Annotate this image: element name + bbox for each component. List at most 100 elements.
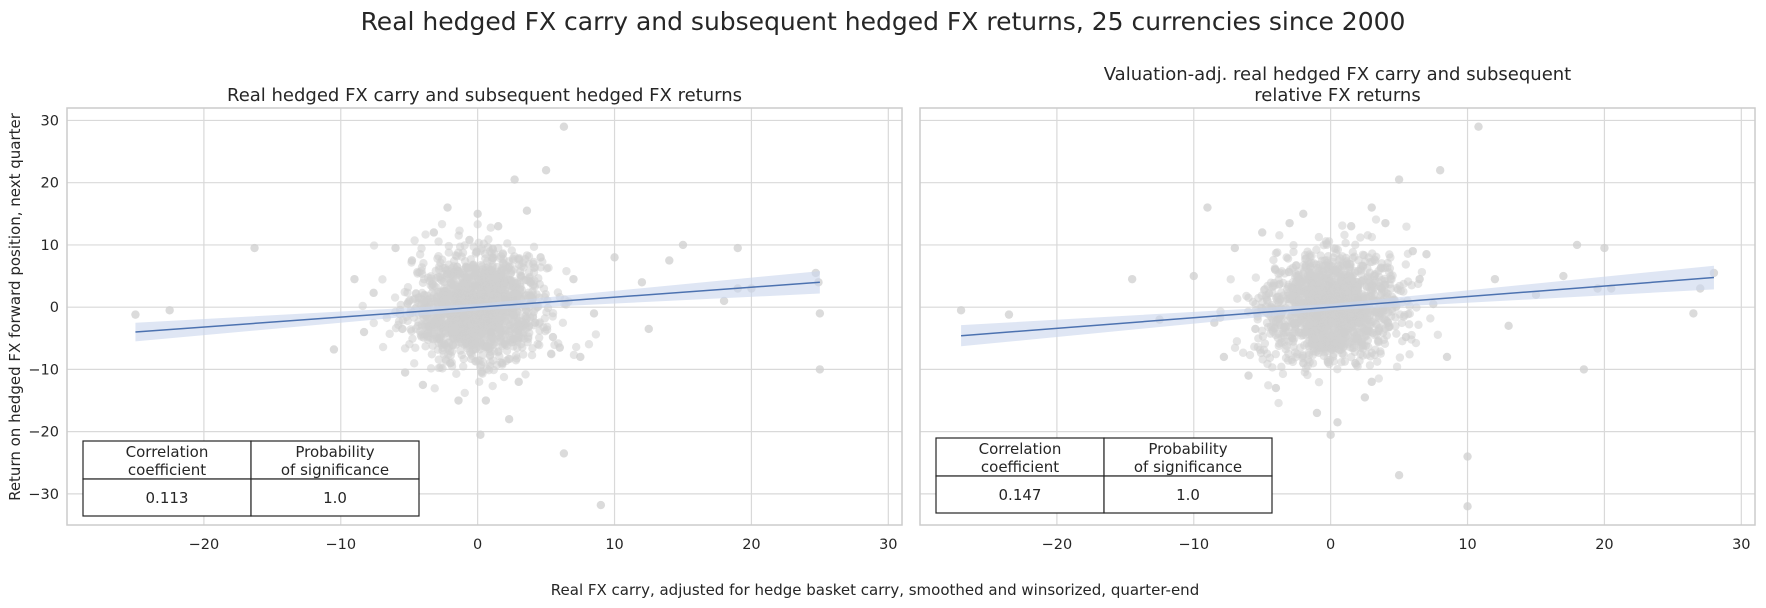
scatter-point: [1351, 358, 1360, 368]
scatter-point: [1396, 286, 1405, 296]
scatter-point: [1277, 338, 1286, 347]
scatter-point: [1490, 274, 1500, 284]
scatter-point: [1383, 318, 1393, 327]
scatter-point: [1474, 122, 1483, 131]
scatter-point: [535, 340, 544, 350]
scatter-point: [562, 266, 571, 276]
scatter-point: [665, 256, 674, 265]
scatter-point: [451, 328, 461, 338]
scatter-point: [411, 289, 421, 298]
scatter-point: [484, 283, 493, 293]
scatter-point: [488, 262, 497, 272]
table-header-text: of significance: [1134, 458, 1242, 476]
right-axes-frame: [919, 107, 1756, 526]
scatter-point: [1403, 309, 1413, 319]
scatter-point: [1405, 350, 1414, 359]
scatter-point: [510, 175, 519, 184]
scatter-point: [466, 349, 476, 358]
y-axis-label: Return on hedged FX forward position, ne…: [6, 112, 24, 501]
scatter-point: [459, 312, 469, 321]
scatter-point: [477, 368, 486, 377]
scatter-point: [528, 344, 537, 353]
left-subplot-title: Real hedged FX carry and subsequent hedg…: [227, 85, 742, 106]
scatter-point: [1504, 321, 1513, 331]
scatter-point: [369, 288, 378, 298]
scatter-point: [511, 356, 521, 365]
scatter-point: [1307, 251, 1316, 261]
scatter-point: [429, 228, 439, 237]
scatter-point: [1401, 260, 1410, 269]
scatter-point: [1294, 270, 1303, 280]
scatter-point: [1417, 267, 1427, 277]
scatter-point: [678, 240, 688, 250]
scatter-point: [1394, 175, 1404, 184]
scatter-point: [1262, 349, 1272, 358]
scatter-point: [1329, 357, 1339, 366]
table-value-text: 0.147: [999, 486, 1042, 504]
scatter-point: [555, 343, 564, 352]
scatter-point: [498, 358, 507, 368]
right-x-tick-label: 30: [1732, 537, 1750, 553]
scatter-point: [449, 272, 458, 282]
scatter-point: [1338, 284, 1347, 293]
scatter-point: [464, 328, 473, 338]
scatter-point: [417, 244, 426, 253]
left-x-tick-label: 0: [473, 537, 482, 553]
left-x-tick-label: 10: [605, 537, 623, 553]
right-x-tick-label: 10: [1458, 537, 1476, 553]
scatter-point: [1600, 243, 1609, 253]
scatter-point: [1314, 263, 1323, 272]
scatter-point: [553, 288, 563, 297]
scatter-point: [470, 271, 479, 280]
scatter-point: [517, 271, 526, 281]
scatter-point: [1203, 203, 1212, 212]
scatter-point: [1572, 240, 1582, 250]
scatter-point: [434, 355, 443, 364]
scatter-point: [517, 262, 526, 271]
scatter-point: [521, 370, 530, 379]
scatter-point: [518, 343, 527, 352]
scatter-point: [1340, 230, 1349, 240]
scatter-point: [1299, 209, 1308, 219]
scatter-point: [1351, 286, 1360, 295]
scatter-point: [505, 354, 514, 364]
scatter-point: [473, 220, 482, 229]
left-y-tick-label: 20: [41, 176, 59, 192]
scatter-point: [1333, 418, 1342, 427]
scatter-point: [452, 262, 462, 271]
scatter-point: [534, 333, 544, 342]
scatter-point: [1269, 255, 1278, 265]
scatter-point: [454, 231, 463, 240]
right-x-tick-label: 20: [1595, 537, 1613, 553]
scatter-point: [485, 343, 495, 352]
scatter-point: [426, 364, 436, 373]
scatter-point: [1405, 320, 1414, 329]
scatter-point: [514, 377, 523, 387]
scatter-point: [410, 359, 419, 368]
scatter-point: [569, 274, 578, 284]
scatter-point: [504, 257, 514, 266]
scatter-point: [485, 296, 494, 305]
scatter-point: [637, 278, 647, 287]
scatter-point: [1340, 357, 1350, 366]
scatter-point: [403, 299, 412, 308]
scatter-point: [1254, 293, 1263, 303]
scatter-point: [498, 271, 508, 281]
scatter-point: [1233, 294, 1242, 303]
scatter-point: [458, 362, 468, 371]
scatter-point: [1333, 261, 1343, 270]
scatter-point: [1463, 502, 1472, 511]
scatter-point: [460, 388, 469, 398]
scatter-point: [1238, 348, 1248, 357]
scatter-point: [369, 318, 378, 328]
scatter-point: [435, 334, 444, 343]
scatter-point: [1407, 281, 1416, 290]
scatter-point: [400, 287, 409, 297]
scatter-point: [1306, 269, 1316, 278]
scatter-point: [596, 500, 606, 510]
scatter-point: [452, 317, 462, 326]
scatter-point: [487, 327, 496, 337]
scatter-point: [1415, 274, 1424, 284]
scatter-point: [518, 331, 528, 341]
scatter-point: [956, 306, 966, 315]
